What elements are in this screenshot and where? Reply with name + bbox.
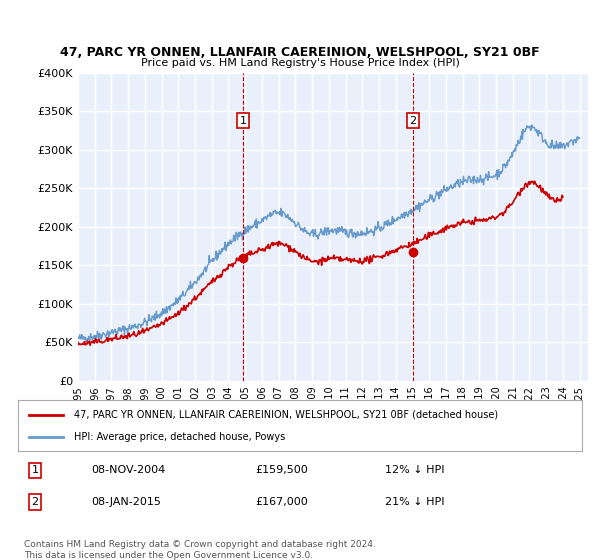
Text: Contains HM Land Registry data © Crown copyright and database right 2024.
This d: Contains HM Land Registry data © Crown c… [24, 540, 376, 560]
Text: £159,500: £159,500 [255, 465, 308, 475]
Text: 12% ↓ HPI: 12% ↓ HPI [385, 465, 444, 475]
Text: 47, PARC YR ONNEN, LLANFAIR CAEREINION, WELSHPOOL, SY21 0BF: 47, PARC YR ONNEN, LLANFAIR CAEREINION, … [60, 46, 540, 59]
Text: 1: 1 [31, 465, 38, 475]
Text: 47, PARC YR ONNEN, LLANFAIR CAEREINION, WELSHPOOL, SY21 0BF (detached house): 47, PARC YR ONNEN, LLANFAIR CAEREINION, … [74, 409, 499, 419]
Text: 08-JAN-2015: 08-JAN-2015 [91, 497, 161, 507]
Text: 21% ↓ HPI: 21% ↓ HPI [385, 497, 444, 507]
Text: £167,000: £167,000 [255, 497, 308, 507]
Text: Price paid vs. HM Land Registry's House Price Index (HPI): Price paid vs. HM Land Registry's House … [140, 58, 460, 68]
Text: HPI: Average price, detached house, Powys: HPI: Average price, detached house, Powy… [74, 432, 286, 442]
Text: 2: 2 [31, 497, 38, 507]
Text: 08-NOV-2004: 08-NOV-2004 [91, 465, 166, 475]
Text: 1: 1 [239, 115, 247, 125]
Text: 2: 2 [409, 115, 416, 125]
